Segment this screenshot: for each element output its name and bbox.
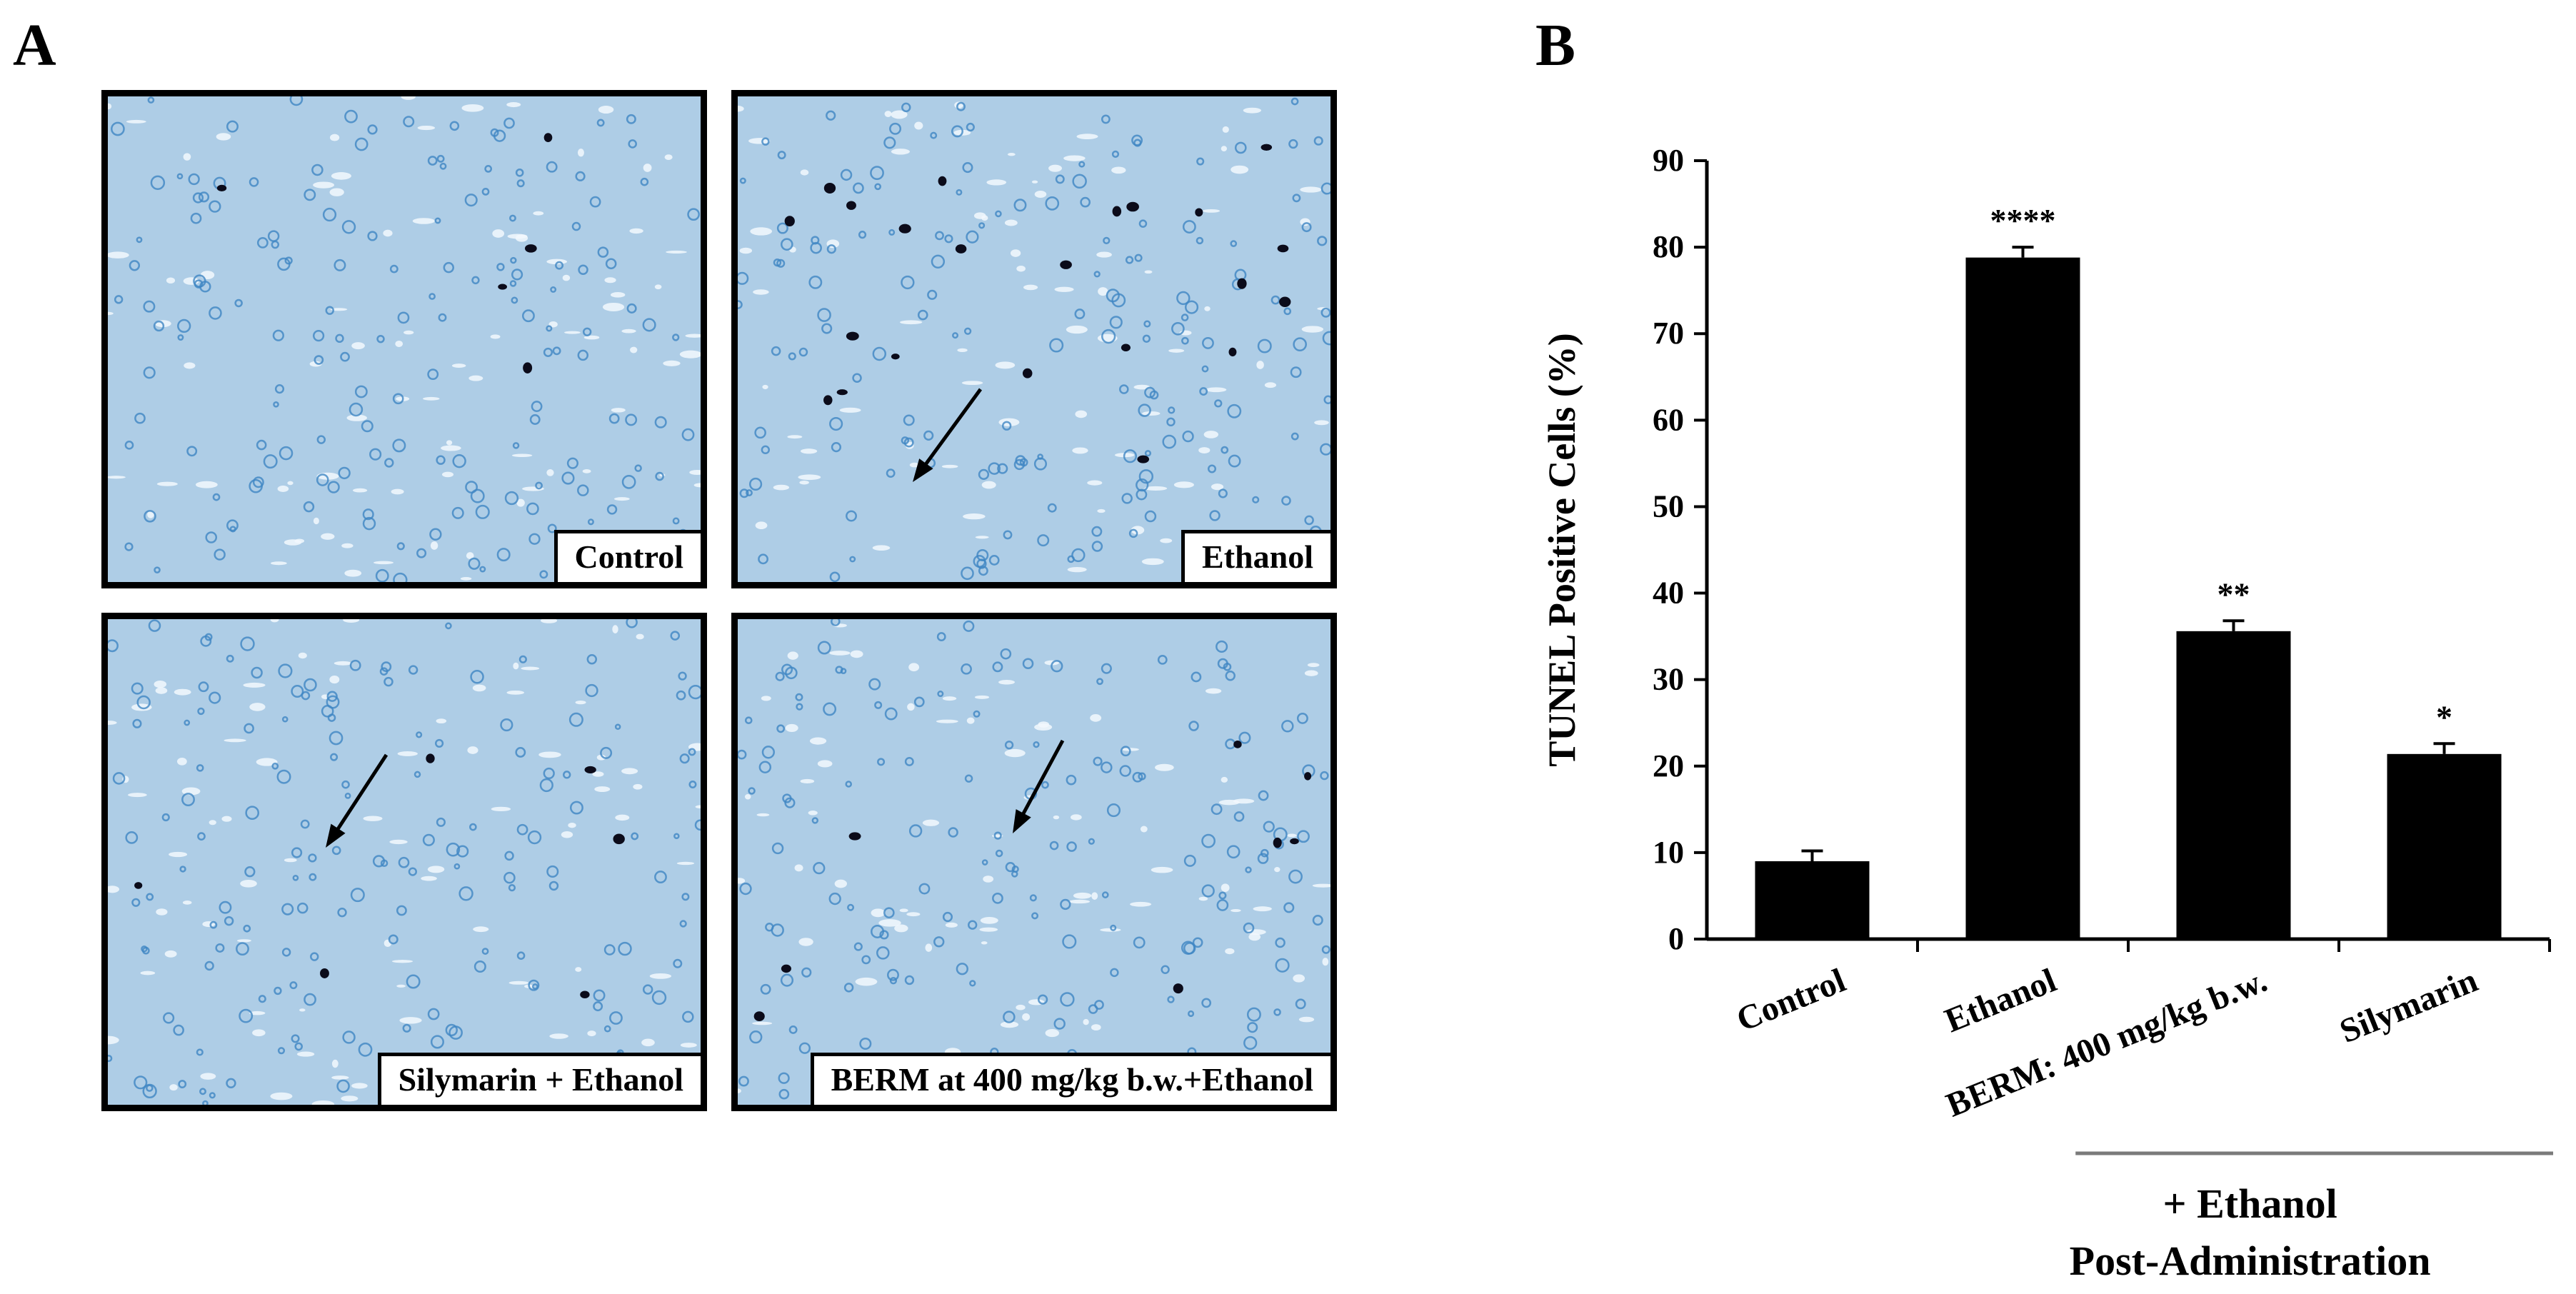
- significance-label: **: [2217, 576, 2250, 612]
- group-label: Post-Administration: [2070, 1238, 2431, 1284]
- x-tick-label: Control: [1731, 961, 1850, 1039]
- tissue-texture-silymarin-ethanol: [108, 619, 701, 1105]
- caption-ethanol: Ethanol: [1181, 530, 1330, 582]
- micrograph-berm-ethanol: BERM at 400 mg/kg b.w.+Ethanol: [731, 613, 1337, 1111]
- tissue-texture-control: [108, 96, 701, 582]
- micrograph-ethanol: Ethanol: [731, 90, 1337, 588]
- error-bar: [2012, 246, 2034, 258]
- significance-label: *: [2436, 698, 2452, 735]
- panel-b-label: B: [1535, 12, 1576, 79]
- tunel-positive-nuclei: [784, 144, 1291, 463]
- tissue-pattern: [738, 96, 1330, 582]
- tissue-pattern: [738, 619, 1330, 1105]
- tissue-pattern: [108, 96, 701, 582]
- caption-control: Control: [553, 530, 701, 582]
- caption-silymarin-ethanol: Silymarin + Ethanol: [377, 1053, 701, 1105]
- arrow-indicator: [1013, 739, 1065, 833]
- tunel-positive-nuclei: [216, 133, 553, 373]
- y-tick-label: 20: [1653, 748, 1684, 783]
- y-tick-label: 30: [1653, 662, 1684, 697]
- error-bar: [2222, 619, 2245, 631]
- x-tick-label: Ethanol: [1940, 961, 2062, 1040]
- y-tick-label: 50: [1653, 488, 1684, 523]
- y-tick-label: 70: [1653, 316, 1684, 351]
- x-tick-label: Silymarin: [2335, 961, 2483, 1050]
- tunel-bar-chart: 0 10 20 30 40 50 60 70 80 90 TUNEL Positive Cells …: [1540, 143, 2553, 1284]
- bar: [1755, 861, 1870, 939]
- bar: [2387, 753, 2502, 939]
- tunel-positive-nuclei: [753, 740, 1312, 1022]
- tissue-texture-ethanol: [738, 96, 1330, 582]
- micrograph-control: Control: [101, 90, 707, 588]
- tissue-pattern: [108, 619, 701, 1105]
- arrow-indicator: [326, 753, 389, 848]
- tissue-texture-berm-ethanol: [738, 619, 1330, 1105]
- significance-label: ****: [1990, 202, 2056, 239]
- y-axis-label: TUNEL Positive Cells (%): [1540, 333, 1583, 766]
- tunel-positive-nuclei: [134, 753, 625, 999]
- error-bar: [1801, 849, 1823, 861]
- y-tick-label: 90: [1653, 143, 1684, 178]
- y-tick-label: 10: [1653, 835, 1684, 870]
- y-tick-label: 80: [1653, 229, 1684, 264]
- caption-berm-ethanol: BERM at 400 mg/kg b.w.+Ethanol: [810, 1053, 1330, 1105]
- y-tick-label: 60: [1653, 402, 1684, 437]
- bar: [2176, 631, 2291, 939]
- arrow-indicator: [913, 388, 983, 482]
- y-tick-label: 40: [1653, 576, 1684, 611]
- micrograph-silymarin-ethanol: Silymarin + Ethanol: [101, 613, 707, 1111]
- bar: [1965, 257, 2080, 940]
- error-bar: [2433, 742, 2455, 754]
- group-label: + Ethanol: [2163, 1180, 2337, 1227]
- y-tick-label: 0: [1668, 921, 1684, 956]
- panel-a-label: A: [13, 12, 56, 79]
